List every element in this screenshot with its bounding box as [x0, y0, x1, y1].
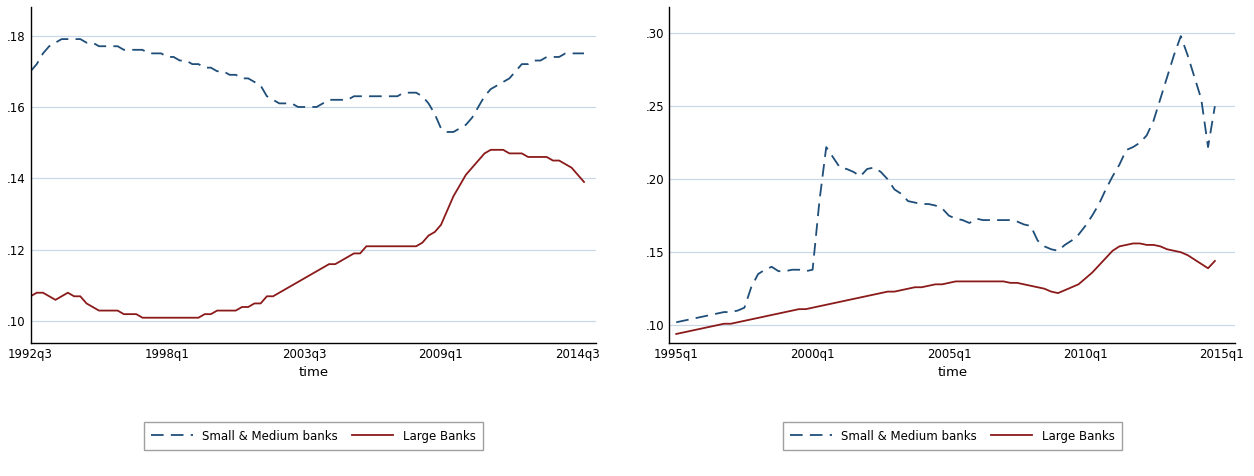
Small & Medium banks: [564, 50, 579, 56]
Line: Large Banks: Large Banks: [30, 150, 584, 317]
Small & Medium banks: [54, 36, 69, 42]
Large Banks: [483, 147, 498, 153]
Large Banks: [1208, 258, 1223, 264]
Large Banks: [197, 311, 212, 317]
Small & Medium banks: [908, 200, 923, 206]
Large Banks: [98, 307, 113, 313]
Large Banks: [1152, 244, 1167, 249]
X-axis label: time: time: [298, 366, 329, 379]
Small & Medium banks: [996, 217, 1011, 223]
Small & Medium banks: [197, 65, 212, 70]
Large Banks: [1126, 240, 1141, 246]
Line: Small & Medium banks: Small & Medium banks: [676, 36, 1215, 322]
Small & Medium banks: [23, 69, 38, 74]
Large Banks: [1017, 281, 1032, 287]
Large Banks: [415, 240, 430, 246]
Large Banks: [564, 165, 579, 170]
Large Banks: [577, 179, 592, 185]
Small & Medium banks: [104, 43, 119, 49]
Large Banks: [135, 315, 150, 320]
Small & Medium banks: [668, 319, 683, 325]
Large Banks: [668, 331, 683, 337]
Small & Medium banks: [1208, 103, 1223, 109]
Large Banks: [996, 278, 1011, 284]
Small & Medium banks: [508, 69, 523, 74]
Legend: Small & Medium banks, Large Banks: Small & Medium banks, Large Banks: [784, 423, 1121, 450]
Large Banks: [508, 150, 523, 156]
Line: Small & Medium banks: Small & Medium banks: [30, 39, 584, 132]
Legend: Small & Medium banks, Large Banks: Small & Medium banks, Large Banks: [144, 423, 483, 450]
Small & Medium banks: [1037, 244, 1052, 249]
Small & Medium banks: [1174, 33, 1189, 39]
Large Banks: [989, 278, 1004, 284]
Large Banks: [23, 293, 38, 299]
Small & Medium banks: [1146, 118, 1161, 124]
Small & Medium banks: [577, 50, 592, 56]
Large Banks: [495, 147, 510, 153]
Small & Medium banks: [1017, 222, 1032, 228]
Small & Medium banks: [415, 93, 430, 99]
Large Banks: [1037, 286, 1052, 292]
Small & Medium banks: [440, 129, 455, 135]
Large Banks: [908, 284, 923, 290]
Small & Medium banks: [989, 217, 1004, 223]
Small & Medium banks: [495, 79, 510, 85]
X-axis label: time: time: [937, 366, 967, 379]
Line: Large Banks: Large Banks: [676, 243, 1215, 334]
